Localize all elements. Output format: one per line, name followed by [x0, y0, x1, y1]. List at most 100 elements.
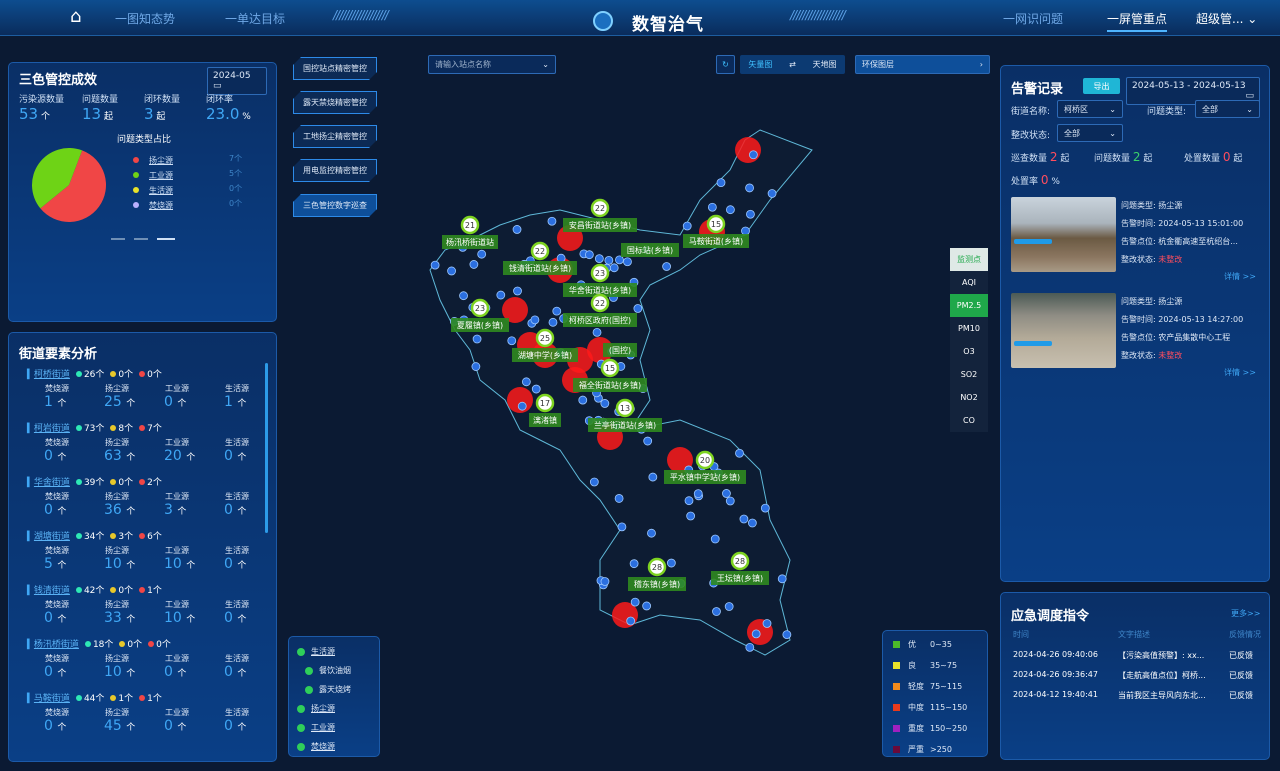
monitor-point-marker[interactable] — [584, 250, 594, 260]
pollutant-option[interactable]: PM10 — [950, 317, 988, 340]
pollution-hotspot[interactable] — [735, 137, 761, 163]
monitor-point-marker[interactable] — [531, 384, 541, 394]
source-legend-item[interactable]: 露天烧烤 — [305, 680, 379, 699]
street-name-link[interactable]: 马鞍街道 — [33, 694, 70, 704]
monitor-point-marker[interactable] — [712, 607, 721, 616]
monitor-point-marker[interactable] — [507, 336, 517, 346]
monitor-point-marker[interactable] — [666, 558, 676, 568]
street-name-link[interactable]: 钱清街道 — [33, 586, 70, 596]
monitor-point-marker[interactable] — [629, 559, 639, 569]
station-marker[interactable] — [470, 298, 490, 318]
monitor-point-marker[interactable] — [648, 472, 658, 482]
station-search-input[interactable]: 请输入站点名称 ⌄ — [428, 55, 556, 74]
monitor-point-marker[interactable] — [547, 216, 557, 226]
nav-overview[interactable]: 一图知态势 — [115, 12, 176, 26]
source-legend-item[interactable]: 工业源 — [297, 718, 379, 737]
station-marker[interactable] — [706, 214, 726, 234]
station-marker[interactable] — [590, 263, 610, 283]
monitor-point-marker[interactable] — [471, 362, 481, 371]
station-label[interactable]: 柯桥区政府(国控) — [569, 315, 631, 325]
monitor-point-marker[interactable] — [745, 642, 755, 652]
monitor-point-marker[interactable] — [762, 619, 772, 628]
alarm-item[interactable]: 问题类型: 扬尘源 告警时间: 2024-05-13 15:01:00 告警点位… — [1011, 197, 1261, 287]
monitor-point-marker[interactable] — [512, 225, 522, 234]
detail-link[interactable]: 详情 >> — [1224, 272, 1256, 281]
monitor-point-marker[interactable] — [726, 205, 735, 215]
source-legend-item[interactable]: 生活源 — [297, 642, 379, 661]
monitor-point-marker[interactable] — [617, 522, 627, 532]
pollutant-option[interactable]: O3 — [950, 340, 988, 363]
alarm-item[interactable]: 问题类型: 扬尘源 告警时间: 2024-05-13 14:27:00 告警点位… — [1011, 293, 1261, 383]
month-picker[interactable]: 2024-05 ▭ — [207, 67, 267, 95]
monitor-point-marker[interactable] — [642, 601, 652, 611]
monitor-point-marker[interactable] — [430, 260, 440, 270]
monitor-point-marker[interactable] — [614, 494, 624, 503]
pollutant-option[interactable]: NO2 — [950, 386, 988, 409]
station-label[interactable]: 国标站(乡镇) — [627, 245, 673, 255]
station-label[interactable]: 福全街道站(乡镇) — [579, 380, 641, 390]
monitor-point-marker[interactable] — [578, 395, 588, 405]
monitor-point-marker[interactable] — [716, 178, 726, 188]
monitor-point-marker[interactable] — [760, 503, 770, 513]
station-marker[interactable] — [535, 328, 555, 348]
street-name-link[interactable]: 湖塘街道 — [33, 532, 70, 542]
map-menu-button[interactable]: 国控站点精密管控 — [293, 57, 377, 80]
monitor-point-marker[interactable] — [647, 528, 656, 538]
pollution-hotspot[interactable] — [502, 297, 528, 323]
source-legend-item[interactable]: 扬尘源 — [297, 699, 379, 718]
date-range-picker[interactable]: 2024-05-13 - 2024-05-13 ▭ — [1126, 77, 1260, 105]
map-menu-button[interactable]: 工地扬尘精密管控 — [293, 125, 377, 148]
map-menu-button[interactable]: 露天禁烧精密管控 — [293, 91, 377, 114]
station-marker[interactable] — [590, 293, 610, 313]
station-label[interactable]: 安昌街道站(乡镇) — [569, 220, 631, 230]
monitor-point-marker[interactable] — [722, 489, 731, 498]
monitor-point-marker[interactable] — [630, 597, 640, 607]
monitor-point-marker[interactable] — [556, 253, 566, 263]
station-label[interactable]: 漓渚镇 — [533, 415, 557, 425]
monitor-point-marker[interactable] — [477, 249, 487, 259]
station-marker[interactable] — [600, 358, 620, 378]
source-legend-item[interactable]: 焚烧源 — [297, 737, 379, 756]
monitor-point-marker[interactable] — [739, 514, 749, 524]
monitor-point-marker[interactable] — [782, 630, 792, 640]
detail-link[interactable]: 详情 >> — [1224, 368, 1256, 377]
monitor-point-marker[interactable] — [496, 290, 506, 300]
pollutant-option[interactable]: PM2.5 — [950, 294, 988, 317]
map-canvas[interactable]: 杨汛桥街道站 21 钱清街道站(乡镇) 22 安昌街道站(乡镇) 22 华舍街道站(乡镇) 2… — [380, 80, 940, 680]
pollutant-option[interactable]: AQI — [950, 271, 988, 294]
user-menu[interactable]: 超级管... ⌄ — [1196, 10, 1257, 27]
source-legend-item[interactable]: 餐饮油烟 — [305, 661, 379, 680]
station-label[interactable]: 马鞍街道(乡镇) — [689, 236, 743, 246]
monitor-point-marker[interactable] — [513, 286, 522, 296]
basemap-toggle[interactable]: 矢量图 ⇄ 天地图 — [740, 55, 845, 74]
monitor-point-marker[interactable] — [600, 399, 610, 408]
more-link[interactable]: 更多>> — [1231, 609, 1261, 618]
station-label[interactable]: 稽东镇(乡镇) — [634, 579, 680, 589]
scrollbar[interactable] — [265, 363, 268, 533]
pie-slice-1[interactable] — [31, 148, 83, 209]
nav-targets[interactable]: 一单达目标 — [225, 12, 286, 26]
monitor-point-marker[interactable] — [749, 150, 758, 160]
status-select[interactable]: 全部 ⌄ — [1057, 124, 1123, 142]
monitor-point-marker[interactable] — [643, 436, 653, 446]
monitor-point-marker[interactable] — [623, 257, 632, 267]
layer-select[interactable]: 环保图层 › — [855, 55, 990, 74]
station-label[interactable]: 华舍街道站(乡镇) — [569, 285, 631, 295]
monitor-point-marker[interactable] — [746, 209, 755, 219]
monitor-point-marker[interactable] — [662, 262, 671, 271]
monitor-point-marker[interactable] — [707, 202, 717, 212]
station-marker[interactable] — [615, 398, 635, 418]
street-name-link[interactable]: 柯岩街道 — [33, 424, 70, 434]
monitor-point-marker[interactable] — [517, 401, 527, 411]
station-marker[interactable] — [590, 198, 610, 218]
station-marker[interactable] — [460, 215, 480, 235]
monitor-point-marker[interactable] — [724, 602, 734, 611]
satellite-map-option[interactable]: 天地图 — [812, 60, 837, 69]
home-icon[interactable]: ⌂ — [70, 6, 82, 27]
nav-key-points[interactable]: 一屏管重点 — [1107, 10, 1168, 32]
monitor-point-marker[interactable] — [725, 496, 735, 506]
station-label[interactable]: 杨汛桥街道站 — [446, 237, 494, 247]
monitor-point-marker[interactable] — [459, 291, 468, 301]
monitor-point-marker[interactable] — [469, 260, 479, 269]
station-label[interactable]: 平水镇中学站(乡镇) — [670, 472, 740, 482]
